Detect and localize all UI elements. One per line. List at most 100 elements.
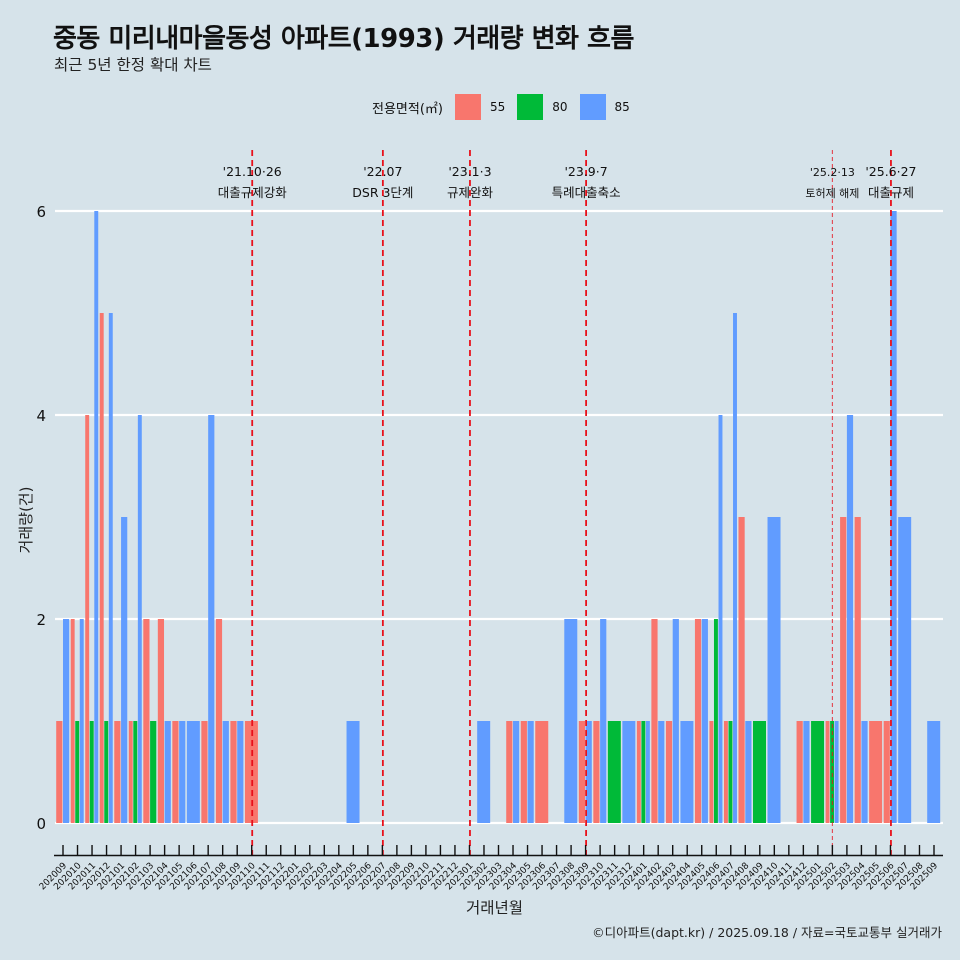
bar-55-202103 xyxy=(143,619,150,823)
bar-85-202412 xyxy=(803,721,810,823)
bar-85-202504 xyxy=(861,721,868,823)
bar-85-202410 xyxy=(767,517,781,823)
y-axis-ticks: 0 2 4 6 xyxy=(36,203,46,833)
bar-80-202311 xyxy=(607,721,621,823)
bar-80-202401 xyxy=(641,721,646,823)
bar-85-202408 xyxy=(745,721,752,823)
bar-55-202502 xyxy=(825,721,830,823)
event-name-label: 대출규제강화 xyxy=(218,185,288,200)
event-date-label: '21.10·26 xyxy=(223,164,282,179)
event-lines: '21.10·26 대출규제강화 '22.07 DSR 3단계 '23.1·3 규제완화 '… xyxy=(218,150,917,855)
bar-85-202102 xyxy=(137,415,142,823)
bar-85-202403 xyxy=(672,619,679,823)
bar-85-202010 xyxy=(79,619,84,823)
bar-85-202305 xyxy=(527,721,534,823)
bar-55-202503 xyxy=(840,517,847,823)
bar-55-202306 xyxy=(535,721,549,823)
bar-55-202412 xyxy=(796,721,803,823)
bar-55-202102 xyxy=(128,721,133,823)
bar-55-202305 xyxy=(520,721,527,823)
bar-55-202012 xyxy=(99,313,104,823)
bar-85-202502 xyxy=(834,721,839,823)
bar-55-202505 xyxy=(869,721,883,823)
bar-85-202406 xyxy=(718,415,723,823)
bar-85-202405 xyxy=(701,619,708,823)
source-caption: ©디아파트(dapt.kr) / 2025.09.18 / 자료=국토교통부 실… xyxy=(592,925,942,940)
y-tick-label: 4 xyxy=(36,407,46,425)
bar-85-202101 xyxy=(121,517,128,823)
bar-85-202503 xyxy=(846,415,854,823)
event-name-label: 특례대출축소 xyxy=(552,185,621,200)
bar-85-202310 xyxy=(600,619,607,823)
bar-85-202106 xyxy=(186,721,200,823)
bar-55-202401 xyxy=(636,721,641,823)
bar-55-202101 xyxy=(114,721,121,823)
y-tick-label: 0 xyxy=(36,815,46,833)
bar-55-202310 xyxy=(593,721,600,823)
legend-swatch-80 xyxy=(517,94,544,120)
bar-85-202507 xyxy=(898,517,912,823)
bar-55-202403 xyxy=(665,721,673,823)
bar-80-202409 xyxy=(753,721,766,823)
x-axis-label: 거래년월 xyxy=(466,899,524,917)
bar-85-202108 xyxy=(222,721,229,823)
chart-subtitle: 최근 5년 한정 확대 차트 xyxy=(54,56,212,74)
bars xyxy=(56,211,941,823)
event-date-label: '25.6·27 xyxy=(865,164,916,179)
bar-85-202401 xyxy=(645,721,650,823)
bar-55-202406 xyxy=(709,721,714,823)
bar-55-202304 xyxy=(506,721,513,823)
chart-title: 중동 미리내마을동성 아파트(1993) 거래량 변화 흐름 xyxy=(53,24,634,54)
event-date-label: '22.07 xyxy=(363,164,402,179)
bar-85-202309 xyxy=(585,721,592,823)
bar-80-202102 xyxy=(133,721,138,823)
bar-85-202308 xyxy=(564,619,578,823)
bar-85-202109 xyxy=(237,721,244,823)
bar-55-202408 xyxy=(738,517,745,823)
legend-label-80: 80 xyxy=(552,100,568,114)
bar-85-202011 xyxy=(94,211,99,823)
legend-swatch-85 xyxy=(579,94,606,120)
bar-80-202407 xyxy=(728,721,733,823)
bar-85-202205 xyxy=(346,721,360,823)
bar-85-202105 xyxy=(179,721,186,823)
legend-title: 전용면적(㎡) xyxy=(372,101,443,117)
bar-85-202104 xyxy=(164,721,171,823)
bar-85-202506 xyxy=(890,211,897,823)
bar-80-202010 xyxy=(75,721,80,823)
event-date-label: '23.9·7 xyxy=(564,164,607,179)
event-name-label: 토허제 해제 xyxy=(805,186,859,200)
bar-85-202304 xyxy=(513,721,520,823)
bar-85-202402 xyxy=(658,721,665,823)
legend: 전용면적(㎡) 55 80 85 xyxy=(372,92,642,122)
legend-label-55: 55 xyxy=(489,100,506,114)
bar-80-202501 xyxy=(811,721,825,823)
legend-label-85: 85 xyxy=(614,100,630,114)
bar-55-202010 xyxy=(70,619,75,823)
event-date-label: '25.2·13 xyxy=(810,166,855,179)
x-axis: 2020092020102020112020122021012021022021… xyxy=(38,845,943,892)
bar-55-202109 xyxy=(230,721,237,823)
legend-swatch-55 xyxy=(454,94,481,120)
event-name-label: 규제완화 xyxy=(447,185,494,200)
bar-80-202502 xyxy=(830,721,835,823)
bar-55-202107 xyxy=(201,721,208,823)
bar-85-202302 xyxy=(477,721,491,823)
bar-85-202407 xyxy=(733,313,737,823)
bar-55-202402 xyxy=(651,619,658,823)
y-axis-label: 거래량(건) xyxy=(17,486,35,554)
bar-55-202108 xyxy=(215,619,223,823)
bar-55-202506 xyxy=(883,721,890,823)
bar-55-202407 xyxy=(723,721,728,823)
bar-80-202011 xyxy=(89,721,94,823)
bar-55-202104 xyxy=(157,619,165,823)
bar-80-202103 xyxy=(150,721,157,823)
bar-55-202105 xyxy=(172,721,179,823)
bar-85-202509 xyxy=(927,721,941,823)
bar-85-202012 xyxy=(108,313,113,823)
bar-55-202405 xyxy=(694,619,702,823)
bar-80-202012 xyxy=(104,721,109,823)
event-name-label: 대출규제 xyxy=(868,185,914,200)
bar-85-202312 xyxy=(622,721,636,823)
